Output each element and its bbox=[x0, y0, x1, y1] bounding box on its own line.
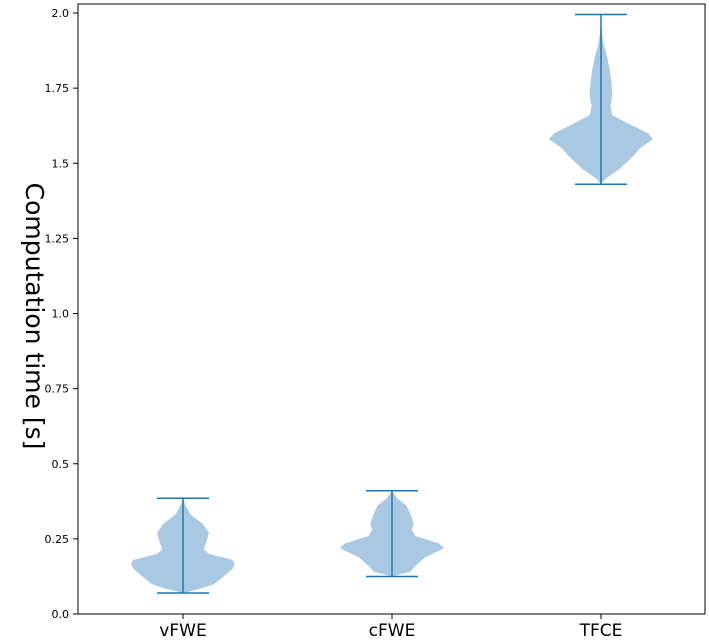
y-tick-label: 0.75 bbox=[45, 383, 70, 396]
y-tick-label: 0.0 bbox=[52, 608, 70, 621]
x-tick-label: vFWE bbox=[159, 621, 206, 638]
y-axis: 0.0 0.25 0.5 0.75 1.0 1.25 1.5 1.75 2.0 bbox=[45, 7, 78, 621]
y-tick-label: 2.0 bbox=[52, 7, 70, 20]
y-tick-label: 1.75 bbox=[45, 82, 70, 95]
y-tick-label: 0.5 bbox=[52, 458, 70, 471]
whisker-layer bbox=[157, 13, 627, 594]
y-tick-label: 1.0 bbox=[52, 308, 70, 321]
y-axis-label: Computation time [s] bbox=[20, 183, 49, 450]
x-axis: vFWE cFWE TFCE bbox=[159, 614, 623, 641]
y-tick-label: 0.25 bbox=[45, 533, 70, 546]
y-tick-label: 1.5 bbox=[52, 157, 70, 170]
x-tick-label: TFCE bbox=[579, 621, 623, 638]
x-tick-label: cFWE bbox=[369, 621, 416, 638]
y-tick-label: 1.25 bbox=[45, 232, 70, 245]
